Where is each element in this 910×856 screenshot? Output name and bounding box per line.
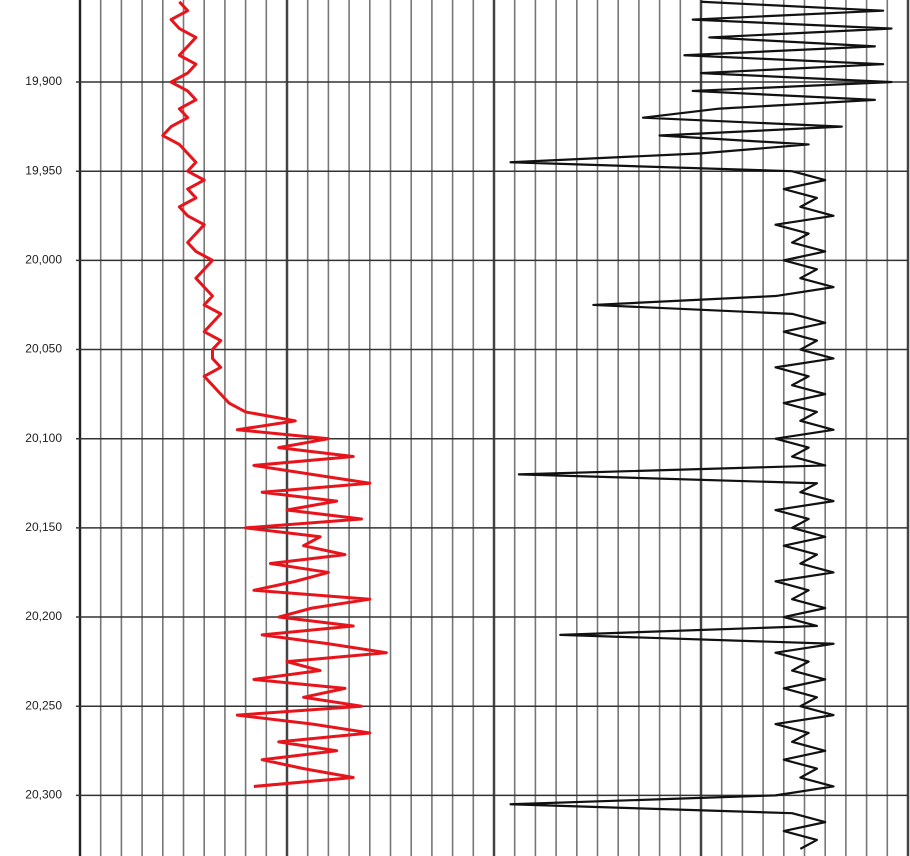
depth-label: 19,900 bbox=[25, 74, 62, 88]
depth-label: 20,000 bbox=[25, 253, 62, 267]
depth-label: 20,200 bbox=[25, 609, 62, 623]
log-curve bbox=[509, 0, 893, 850]
depth-label: 19,950 bbox=[25, 163, 62, 177]
depth-label: 20,100 bbox=[25, 431, 62, 445]
depth-label: 20,250 bbox=[25, 698, 62, 712]
log-curve bbox=[161, 0, 388, 788]
depth-label: 20,050 bbox=[25, 342, 62, 356]
depth-label: 20,300 bbox=[25, 788, 62, 802]
depth-label: 20,150 bbox=[25, 520, 62, 534]
